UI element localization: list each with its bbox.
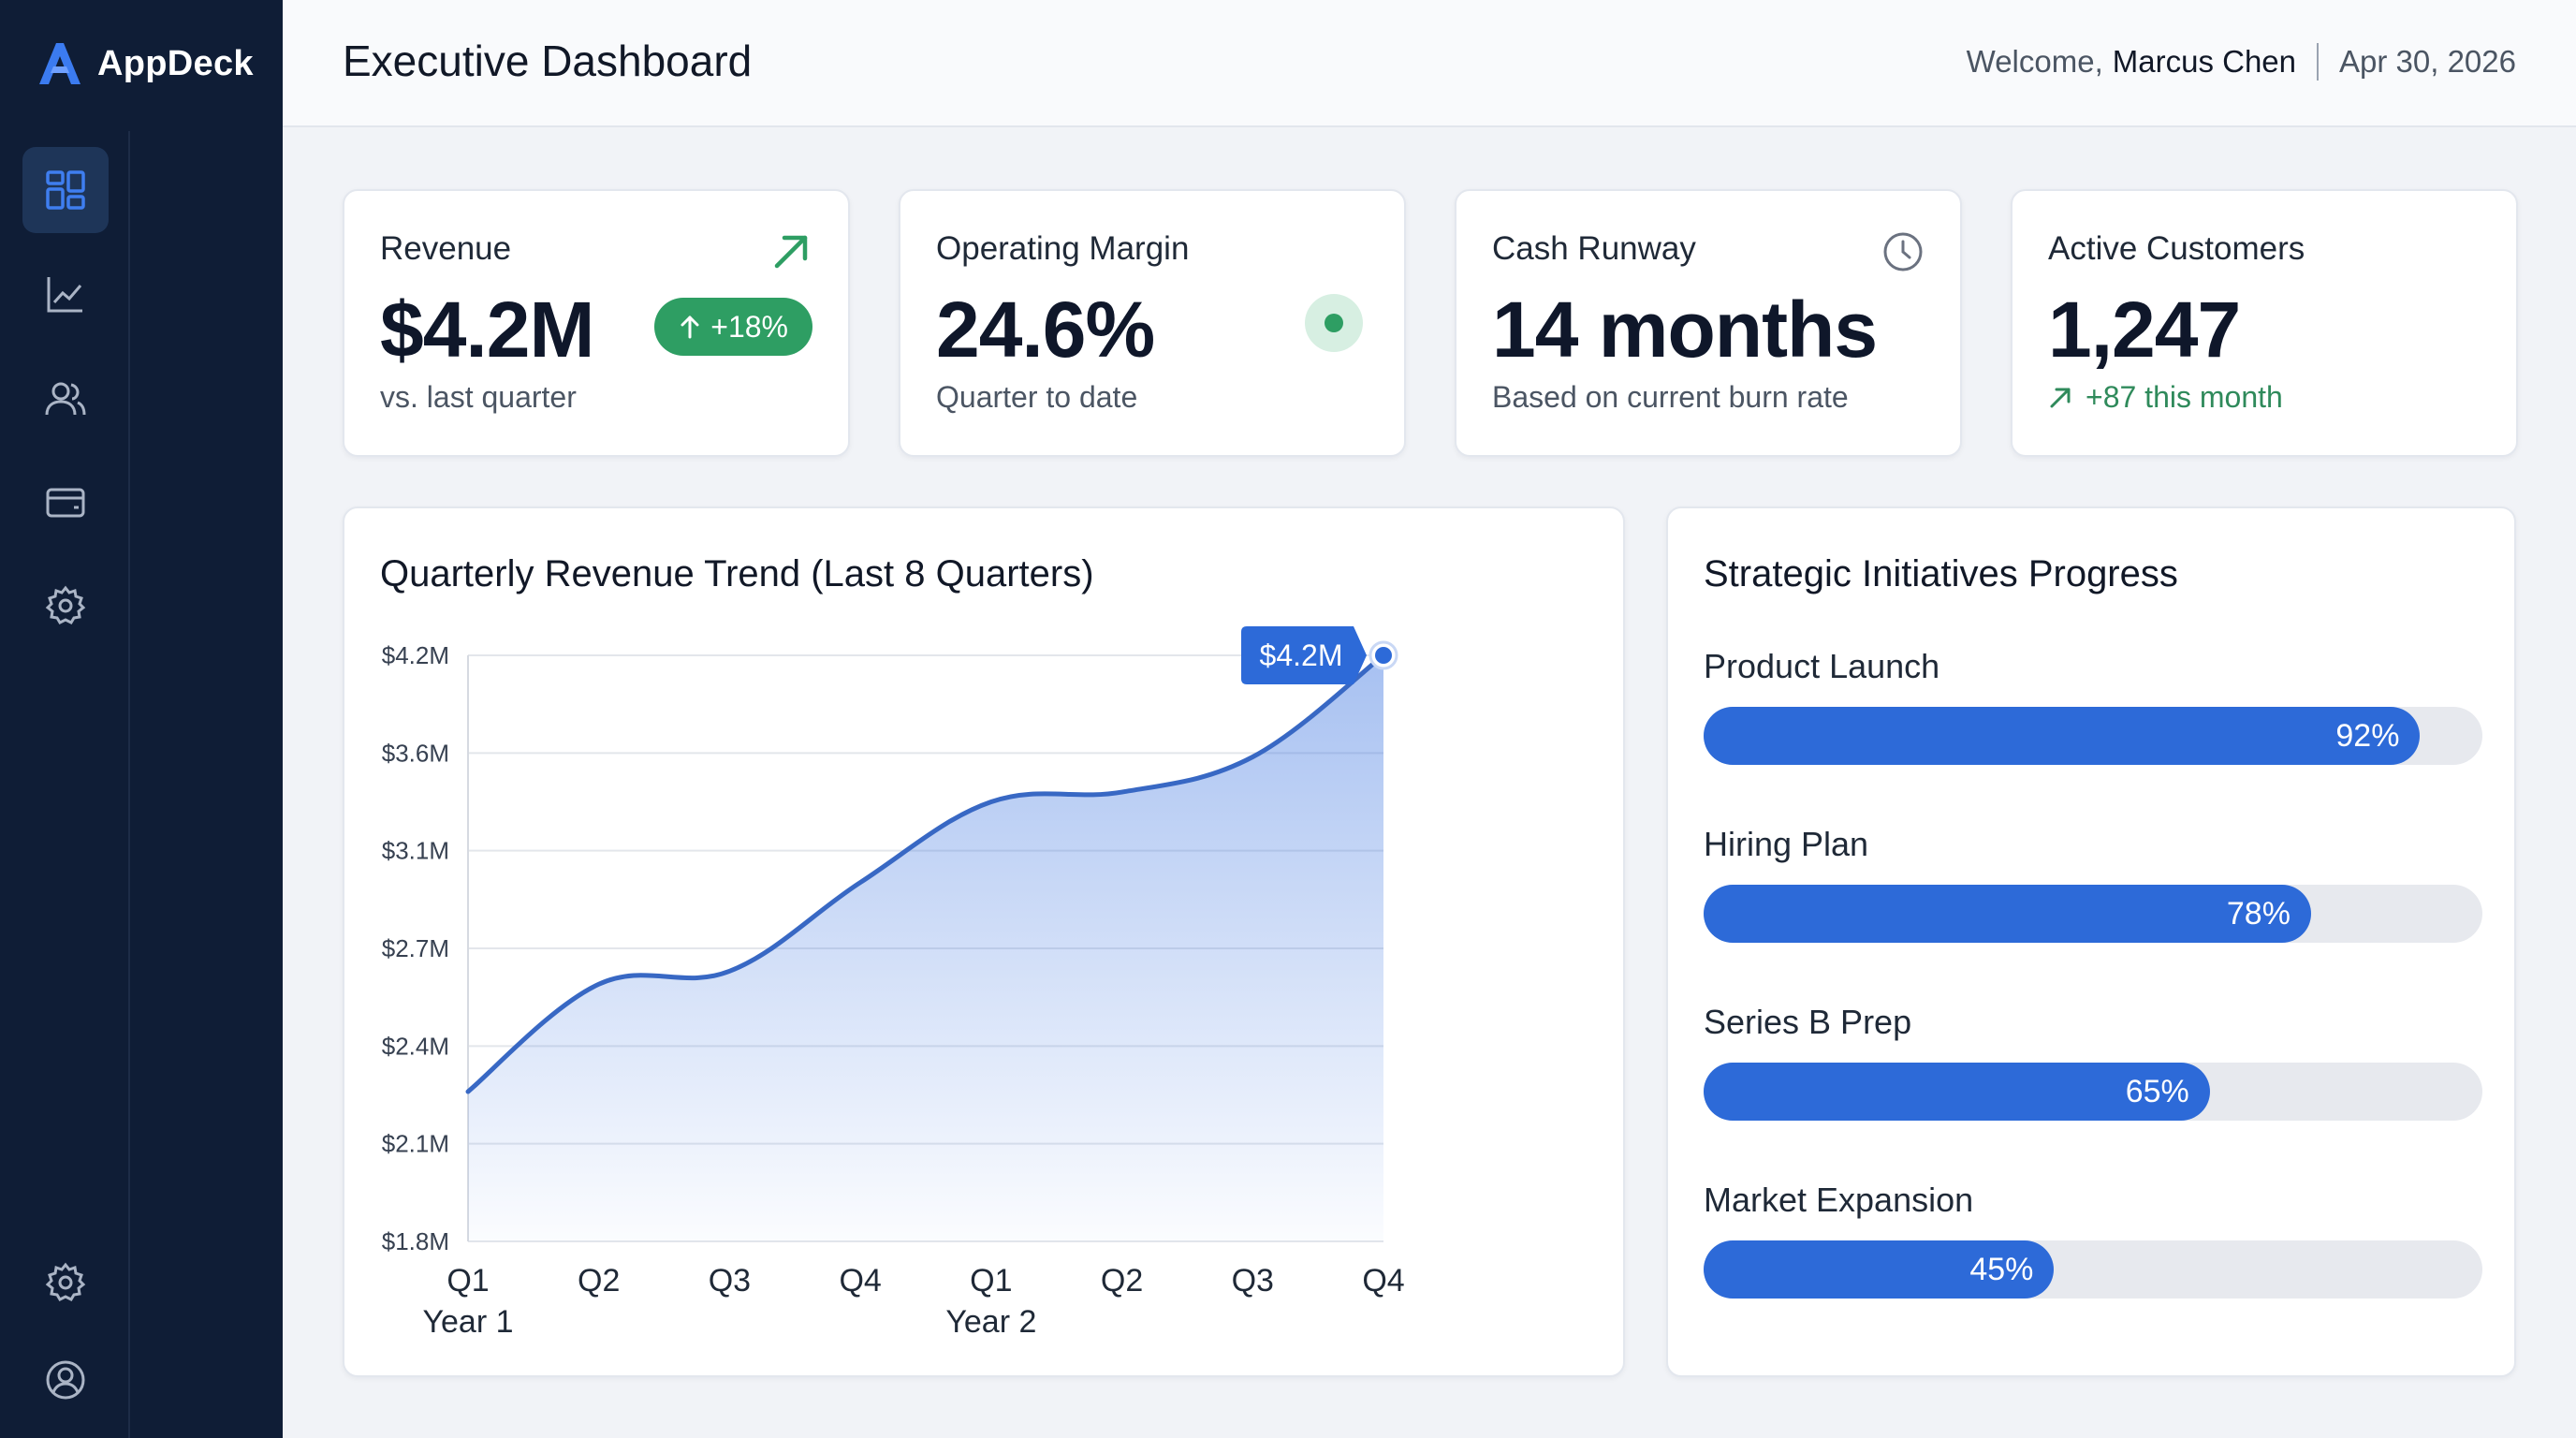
y-tick-label: $2.7M bbox=[382, 934, 449, 962]
tooltip-value: $4.2M bbox=[1260, 638, 1343, 672]
kpi-label: Active Customers bbox=[2048, 230, 2305, 267]
current-date: Apr 30, 2026 bbox=[2339, 44, 2516, 79]
growth-badge-text: +18% bbox=[710, 309, 788, 344]
x-year-label: Year 1 bbox=[422, 1304, 513, 1340]
initiative-item[interactable]: Series B Prep 65% bbox=[1704, 1003, 2482, 1121]
user-name[interactable]: Marcus Chen bbox=[2112, 44, 2297, 79]
kpi-card-active-customers[interactable]: Active Customers 1,247 +87 this month bbox=[2011, 189, 2518, 457]
welcome-text: Welcome, bbox=[1966, 44, 2103, 79]
customer-growth-text: +87 this month bbox=[2086, 380, 2283, 414]
kpi-card-operating-margin[interactable]: Operating Margin 24.6% Quarter to date bbox=[899, 189, 1406, 457]
value-tooltip bbox=[1241, 626, 1367, 684]
users-icon bbox=[45, 382, 86, 416]
arrow-up-icon bbox=[681, 315, 699, 339]
progress-track: 65% bbox=[1704, 1063, 2482, 1121]
kpi-value: 1,247 bbox=[2048, 286, 2241, 374]
sidebar: AppDeck bbox=[0, 0, 283, 1438]
x-tick-label: Q4 bbox=[1362, 1263, 1404, 1299]
x-tick-label: Q2 bbox=[578, 1263, 620, 1299]
nav-settings[interactable] bbox=[22, 563, 109, 649]
initiatives-title: Strategic Initiatives Progress bbox=[1704, 553, 2178, 594]
revenue-line bbox=[465, 653, 1386, 1094]
progress-fill: 45% bbox=[1704, 1240, 2055, 1299]
status-dot bbox=[1325, 314, 1343, 332]
strategic-initiatives-card: Strategic Initiatives Progress Product L… bbox=[1666, 506, 2516, 1377]
arrow-up-right-icon bbox=[2050, 388, 2071, 407]
revenue-trend-card: Quarterly Revenue Trend (Last 8 Quarters… bbox=[343, 506, 1625, 1377]
kpi-subtext: Quarter to date bbox=[936, 380, 1138, 414]
y-tick-label: $4.2M bbox=[382, 641, 449, 669]
revenue-trend-chart[interactable]: $1.8M $2.1M $2.4M $2.7M $3.1M $3.6M $4.2M Q1 Q2… bbox=[344, 508, 1627, 1379]
kpi-label: Revenue bbox=[380, 230, 512, 267]
x-tick-label: Q1 bbox=[446, 1263, 489, 1299]
wallet-icon bbox=[46, 488, 85, 518]
progress-percent: 65% bbox=[2125, 1074, 2189, 1109]
progress-track: 45% bbox=[1704, 1240, 2482, 1299]
brand-name: AppDeck bbox=[97, 43, 254, 83]
x-tick-label: Q2 bbox=[1101, 1263, 1143, 1299]
data-point[interactable] bbox=[1375, 647, 1392, 664]
progress-track: 78% bbox=[1704, 885, 2482, 943]
growth-badge: +18% bbox=[654, 298, 812, 356]
progress-percent: 92% bbox=[2335, 718, 2400, 754]
progress-fill: 78% bbox=[1704, 885, 2311, 943]
kpi-value: 24.6% bbox=[936, 286, 1155, 374]
chart-title: Quarterly Revenue Trend (Last 8 Quarters… bbox=[380, 553, 1094, 594]
initiative-label: Series B Prep bbox=[1704, 1003, 1912, 1041]
kpi-card-cash-runway[interactable]: Cash Runway 14 months Based on current b… bbox=[1455, 189, 1962, 457]
kpi-value: 14 months bbox=[1492, 286, 1878, 374]
initiative-label: Market Expansion bbox=[1704, 1181, 1974, 1219]
initiative-item[interactable]: Hiring Plan 78% bbox=[1704, 825, 2482, 943]
brand[interactable]: AppDeck bbox=[36, 36, 254, 92]
y-tick-label: $2.4M bbox=[382, 1032, 449, 1060]
x-tick-label: Q3 bbox=[709, 1263, 751, 1299]
y-tick-label: $3.6M bbox=[382, 739, 449, 767]
progress-track: 92% bbox=[1704, 707, 2482, 765]
progress-percent: 78% bbox=[2226, 896, 2291, 932]
nav-users[interactable] bbox=[22, 356, 109, 442]
nav-profile[interactable] bbox=[22, 1337, 109, 1423]
x-tick-label: Q3 bbox=[1232, 1263, 1274, 1299]
initiative-label: Product Launch bbox=[1704, 647, 1940, 685]
progress-percent: 45% bbox=[1969, 1252, 2034, 1287]
revenue-area bbox=[468, 655, 1383, 1241]
progress-fill: 65% bbox=[1704, 1063, 2210, 1121]
gear-icon bbox=[45, 1262, 86, 1301]
initiative-item[interactable]: Product Launch 92% bbox=[1704, 647, 2482, 765]
header-separator bbox=[2317, 43, 2320, 81]
clock-icon bbox=[1883, 232, 1923, 271]
y-tick-label: $3.1M bbox=[382, 837, 449, 865]
x-tick-label: Q4 bbox=[839, 1263, 881, 1299]
kpi-subtext: Based on current burn rate bbox=[1492, 380, 1849, 414]
arrow-up-right-icon bbox=[774, 235, 808, 269]
appdeck-logo-icon bbox=[39, 43, 80, 84]
progress-fill: 92% bbox=[1704, 707, 2421, 765]
kpi-card-revenue[interactable]: Revenue $4.2M +18% vs. last quarter bbox=[343, 189, 850, 457]
nav-dashboard[interactable] bbox=[22, 147, 109, 233]
initiative-label: Hiring Plan bbox=[1704, 825, 1869, 863]
kpi-label: Operating Margin bbox=[936, 230, 1190, 267]
top-header: Executive Dashboard Welcome, Marcus Chen… bbox=[283, 0, 2576, 127]
y-tick-label: $1.8M bbox=[382, 1227, 449, 1255]
nav-billing[interactable] bbox=[22, 460, 109, 546]
sidebar-divider bbox=[128, 131, 130, 1438]
header-user-info: Welcome, Marcus Chen Apr 30, 2026 bbox=[1967, 43, 2516, 81]
page-title: Executive Dashboard bbox=[343, 37, 753, 85]
line-chart-icon bbox=[47, 277, 82, 313]
kpi-label: Cash Runway bbox=[1492, 230, 1696, 267]
kpi-value: $4.2M bbox=[380, 286, 594, 374]
initiative-item[interactable]: Market Expansion 45% bbox=[1704, 1181, 2482, 1299]
kpi-subtext: vs. last quarter bbox=[380, 380, 577, 414]
y-tick-label: $2.1M bbox=[382, 1130, 449, 1158]
gear-icon bbox=[45, 585, 86, 624]
kpi-subtext: +87 this month bbox=[2048, 380, 2283, 415]
x-tick-label: Q1 bbox=[970, 1263, 1012, 1299]
status-dot-icon bbox=[1305, 294, 1363, 352]
nav-preferences[interactable] bbox=[22, 1240, 109, 1326]
user-profile-icon bbox=[46, 1360, 85, 1400]
dashboard-icon bbox=[46, 170, 85, 210]
x-year-label: Year 2 bbox=[945, 1304, 1036, 1340]
nav-analytics[interactable] bbox=[22, 251, 109, 337]
